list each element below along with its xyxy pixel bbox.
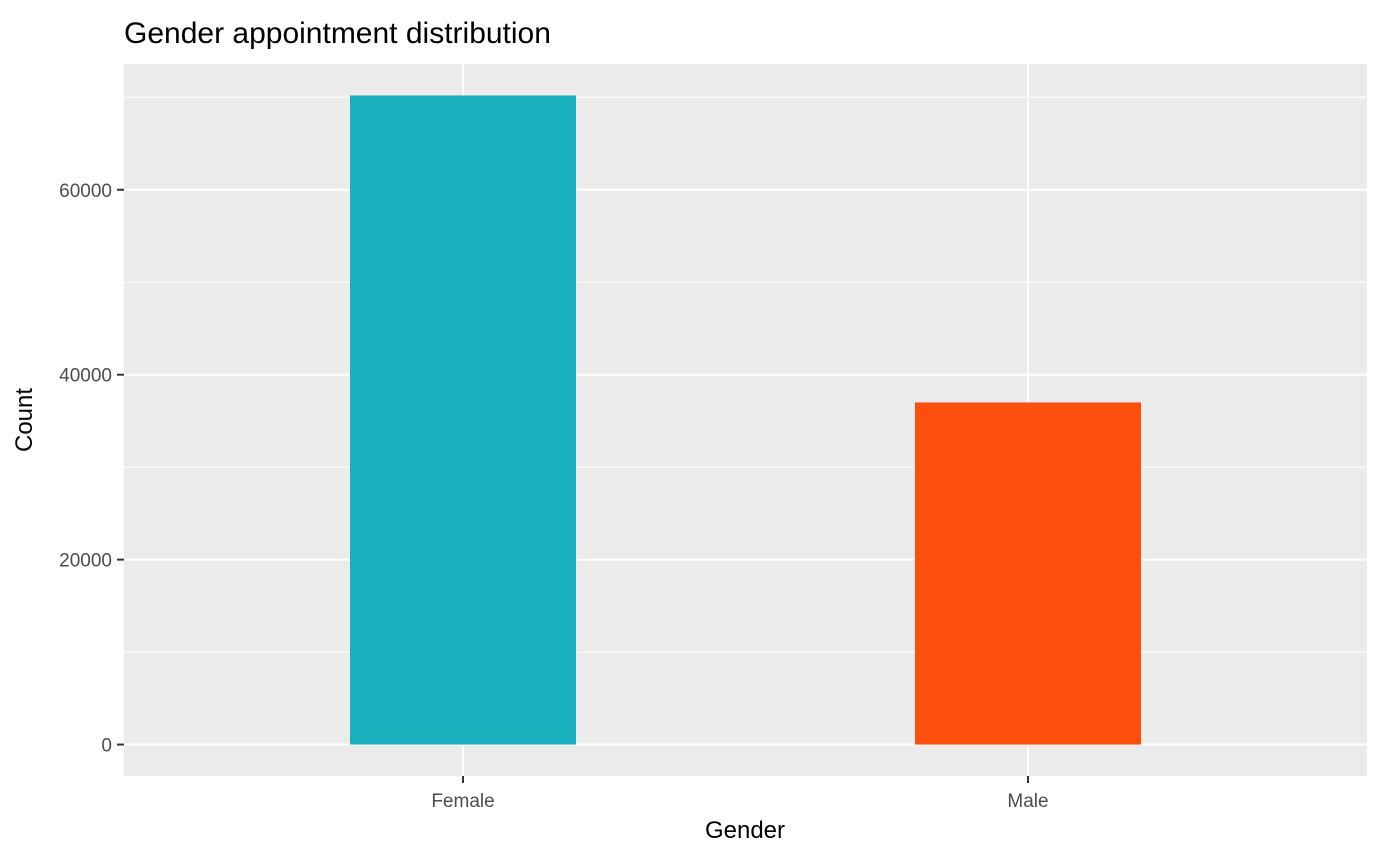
y-tick-label: 20000 (59, 551, 112, 572)
plot-panel (124, 64, 1367, 776)
y-tick-label: 60000 (59, 181, 112, 202)
x-axis: Female Male (431, 776, 1049, 812)
minor-gridlines (124, 96, 1367, 653)
x-tick-label: Female (431, 791, 494, 812)
bar-female (350, 95, 576, 745)
bars (350, 95, 1141, 745)
y-axis: 0 20000 40000 60000 (59, 181, 124, 757)
chart-title: Gender appointment distribution (124, 17, 551, 50)
y-tick-label: 0 (101, 736, 112, 757)
y-axis-label: Count (11, 388, 38, 452)
bar-male (915, 402, 1141, 745)
x-axis-label: Gender (705, 817, 785, 844)
y-tick-label: 40000 (59, 366, 112, 387)
x-tick-label: Male (1007, 791, 1048, 812)
